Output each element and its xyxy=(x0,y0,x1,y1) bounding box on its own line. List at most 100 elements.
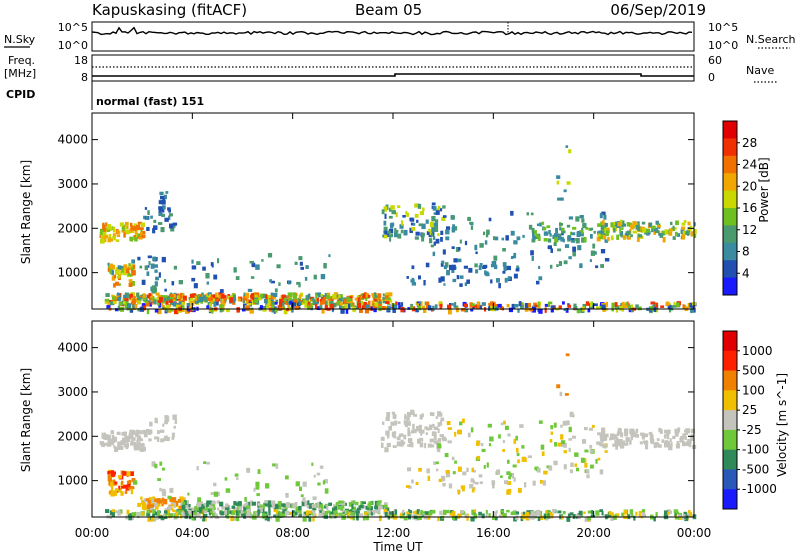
scatter-point xyxy=(285,475,289,480)
scatter-point xyxy=(328,502,333,506)
scatter-point xyxy=(415,481,419,486)
scatter-point xyxy=(215,299,219,303)
scatter-point xyxy=(175,511,179,517)
scatter-point xyxy=(437,233,440,237)
scatter-point xyxy=(388,292,393,297)
scatter-point xyxy=(560,434,564,440)
scatter-point xyxy=(166,416,170,422)
scatter-point xyxy=(496,469,501,475)
scatter-point xyxy=(172,509,176,513)
scatter-point xyxy=(471,509,474,515)
scatter-point xyxy=(464,240,468,246)
scatter-point xyxy=(615,307,619,313)
scatter-point xyxy=(209,303,212,307)
scatter-point xyxy=(683,220,687,223)
nave-label: Nave xyxy=(746,64,774,77)
scatter-point xyxy=(274,505,279,510)
scatter-point xyxy=(345,308,349,314)
scatter-point xyxy=(140,222,146,227)
scatter-point xyxy=(418,424,422,430)
scatter-point xyxy=(123,264,128,270)
scatter-point xyxy=(185,308,189,314)
scatter-point xyxy=(427,305,432,311)
scatter-point xyxy=(292,292,297,296)
scatter-point xyxy=(140,231,143,237)
scatter-point xyxy=(571,238,575,241)
scatter-point xyxy=(625,302,628,306)
scatter-point xyxy=(232,516,237,521)
scatter-point xyxy=(366,295,371,298)
scatter-point xyxy=(502,449,506,452)
scatter-point xyxy=(112,479,116,484)
scatter-point xyxy=(464,282,468,287)
scatter-point xyxy=(319,298,324,302)
scatter-point xyxy=(509,473,513,477)
scatter-point xyxy=(130,267,134,273)
scatter-point xyxy=(158,296,163,302)
scatter-point xyxy=(232,294,237,301)
scatter-point xyxy=(137,502,141,507)
scatter-point xyxy=(139,447,144,452)
scatter-point xyxy=(421,223,426,230)
scatter-point xyxy=(157,436,160,442)
scatter-point xyxy=(300,292,304,297)
scatter-point xyxy=(524,308,529,312)
scatter-point xyxy=(397,205,401,209)
scatter-point xyxy=(411,277,415,281)
scatter-point xyxy=(451,511,456,517)
colorbar-tick-label: -100 xyxy=(742,443,769,457)
scatter-point xyxy=(168,298,174,303)
scatter-point xyxy=(124,221,129,226)
scatter-point xyxy=(685,231,690,235)
scatter-point xyxy=(161,467,166,471)
scatter-point xyxy=(109,477,112,482)
scatter-point xyxy=(161,503,164,507)
scatter-point xyxy=(270,292,274,297)
colorbar-tick-label: 1000 xyxy=(742,344,773,358)
scatter-point xyxy=(601,443,604,448)
scatter-point xyxy=(182,305,185,311)
scatter-point xyxy=(111,512,115,518)
scatter-point xyxy=(373,298,377,302)
scatter-point xyxy=(316,297,319,303)
scatter-point xyxy=(685,512,690,517)
scatter-point xyxy=(597,457,601,461)
colorbar-tick-label: 25 xyxy=(742,403,757,417)
scatter-point xyxy=(110,472,116,477)
scatter-point xyxy=(435,238,440,244)
scatter-point xyxy=(420,429,425,434)
scatter-point xyxy=(604,433,609,438)
colorbar-segment xyxy=(723,469,737,490)
scatter-point xyxy=(151,498,155,504)
scatter-point xyxy=(262,504,265,509)
scatter-point xyxy=(207,292,212,296)
scatter-point xyxy=(438,301,443,304)
scatter-point xyxy=(495,510,498,514)
scatter-point xyxy=(161,213,166,217)
scatter-point xyxy=(159,461,163,466)
scatter-point xyxy=(100,228,105,234)
scatter-point xyxy=(416,219,419,223)
scatter-point xyxy=(433,435,437,441)
scatter-point xyxy=(151,514,155,517)
scatter-point xyxy=(139,227,144,230)
scatter-point xyxy=(602,436,606,440)
scatter-point xyxy=(123,431,127,436)
scatter-point xyxy=(678,516,682,520)
scatter-point xyxy=(129,293,133,298)
scatter-point xyxy=(391,411,396,415)
scatter-point xyxy=(428,228,431,233)
scatter-point xyxy=(112,236,116,239)
scatter-point xyxy=(133,480,138,485)
scatter-point xyxy=(186,500,190,505)
scatter-point xyxy=(547,246,551,249)
scatter-point xyxy=(644,231,648,235)
scatter-point xyxy=(403,516,408,521)
scatter-point xyxy=(406,276,409,279)
scatter-point xyxy=(475,251,478,255)
scatter-point xyxy=(146,512,151,517)
scatter-point xyxy=(389,237,392,242)
scatter-point xyxy=(494,264,498,270)
scatter-point xyxy=(409,442,412,447)
scatter-point xyxy=(241,308,246,312)
